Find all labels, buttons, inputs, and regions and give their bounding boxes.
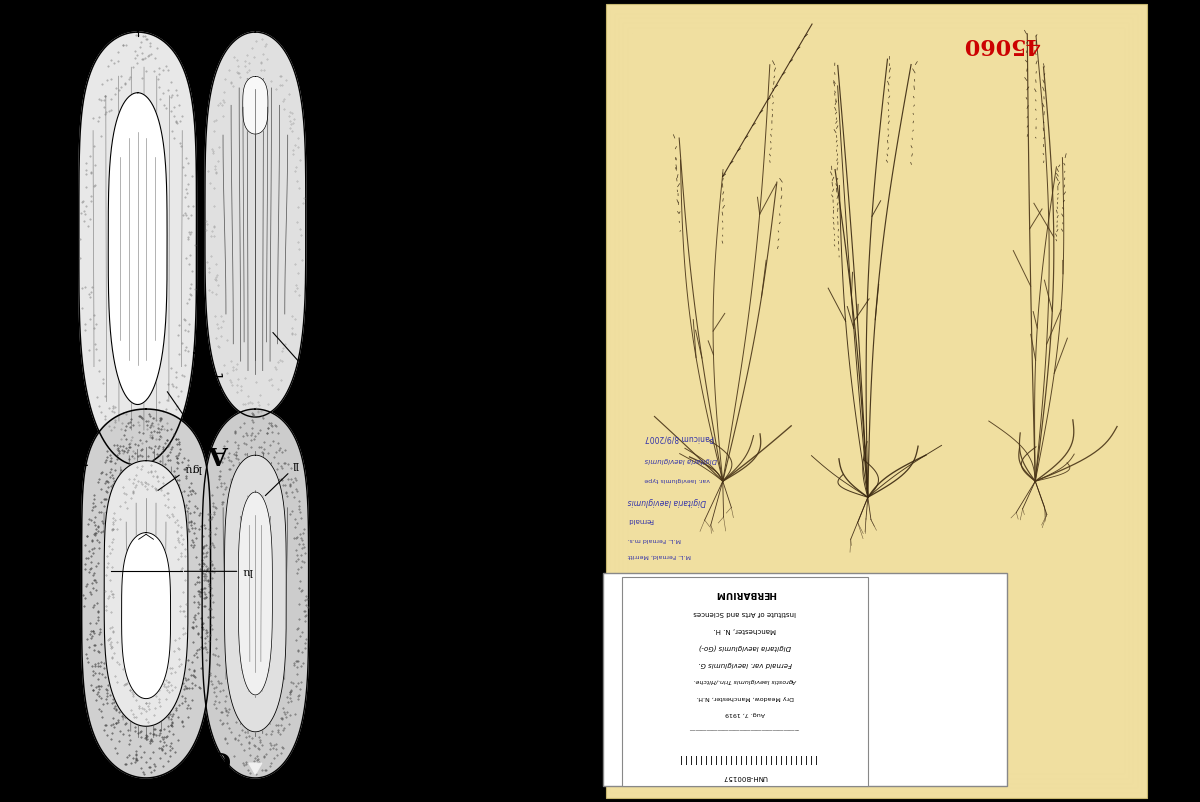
Polygon shape	[79, 32, 197, 465]
Text: C: C	[209, 746, 229, 770]
Text: Institute of Arts and Sciences: Institute of Arts and Sciences	[694, 610, 797, 615]
Text: A: A	[209, 441, 229, 465]
Text: UNH-B00157: UNH-B00157	[722, 774, 768, 780]
Text: M.L. Fernald, Merritt: M.L. Fernald, Merritt	[628, 553, 691, 558]
Polygon shape	[108, 93, 167, 404]
Text: var. laeviglumis type: var. laeviglumis type	[644, 477, 710, 482]
Polygon shape	[121, 533, 170, 699]
Text: 1 mm: 1 mm	[210, 371, 223, 411]
Polygon shape	[104, 460, 188, 727]
Text: Fernald: Fernald	[628, 517, 654, 523]
Text: 45060: 45060	[964, 33, 1040, 55]
Text: Digitaria laeviglumis: Digitaria laeviglumis	[628, 497, 707, 506]
Text: lu: lu	[241, 566, 252, 577]
Text: ________________________________________: ________________________________________	[690, 728, 800, 733]
Text: Digitaria laeviglumis (Go-): Digitaria laeviglumis (Go-)	[698, 644, 791, 650]
FancyBboxPatch shape	[623, 577, 868, 786]
Text: HERBARIUM: HERBARIUM	[714, 589, 775, 598]
Polygon shape	[239, 492, 272, 695]
FancyBboxPatch shape	[602, 573, 1007, 786]
Text: D: D	[65, 746, 86, 770]
Text: lgu: lgu	[184, 463, 202, 473]
Polygon shape	[224, 456, 287, 731]
Text: M.L. Fernald m.s.: M.L. Fernald m.s.	[628, 537, 682, 542]
Text: Manchester, N. H.: Manchester, N. H.	[714, 627, 776, 633]
Text: B: B	[66, 441, 86, 465]
FancyBboxPatch shape	[606, 4, 1147, 798]
Polygon shape	[242, 76, 268, 134]
Text: ll: ll	[292, 460, 299, 469]
Text: Fernald var. laeviglumis G.: Fernald var. laeviglumis G.	[698, 661, 792, 666]
Text: ||||||||||||||||||||||||||||: ||||||||||||||||||||||||||||	[676, 754, 815, 763]
Text: Panicum 8/9/2007: Panicum 8/9/2007	[644, 433, 714, 442]
Polygon shape	[202, 409, 308, 778]
Polygon shape	[205, 32, 306, 417]
Polygon shape	[82, 409, 210, 778]
Text: Agrostis laeviglumis Trin./Hitche.: Agrostis laeviglumis Trin./Hitche.	[694, 678, 797, 683]
Polygon shape	[248, 764, 262, 774]
Text: Dry Meadow, Manchester, N.H.: Dry Meadow, Manchester, N.H.	[696, 695, 794, 699]
Text: Aug. 7, 1919: Aug. 7, 1919	[725, 711, 766, 716]
Text: Digitaria laeviglumis: Digitaria laeviglumis	[644, 457, 718, 464]
Text: ll: ll	[305, 364, 313, 378]
